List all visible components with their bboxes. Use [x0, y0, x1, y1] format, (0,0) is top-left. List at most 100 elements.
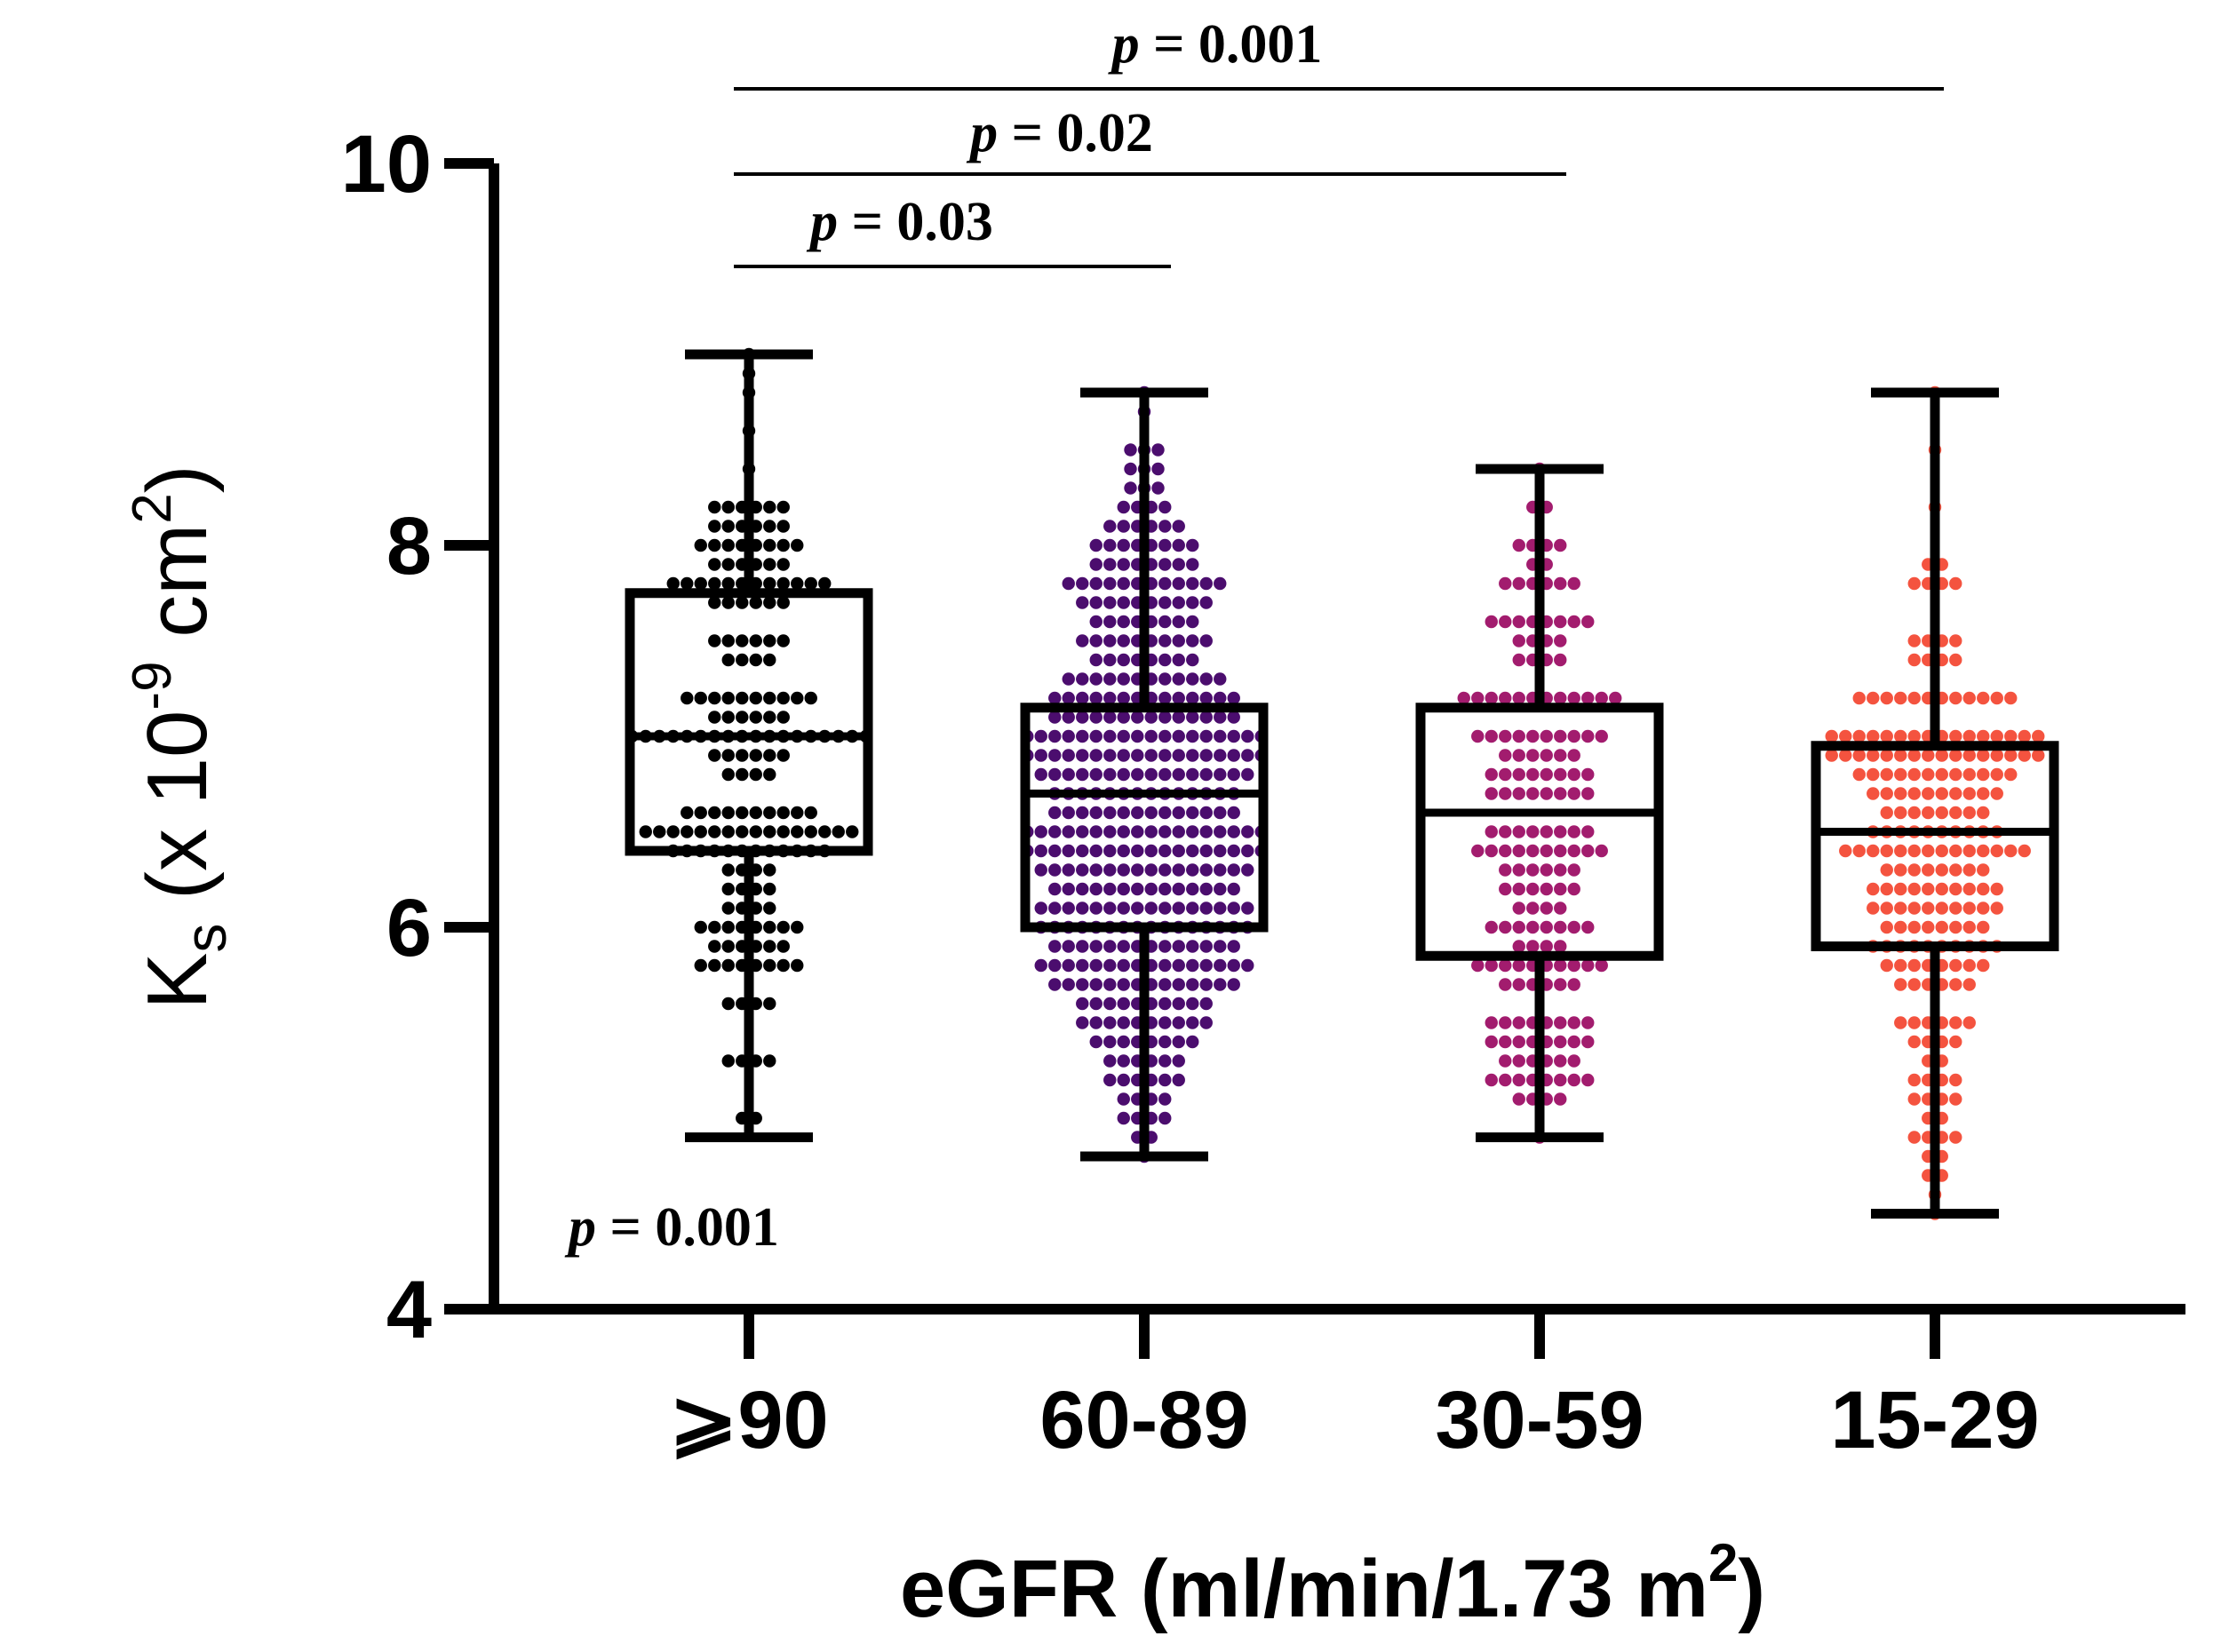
data-point	[1907, 767, 1921, 782]
data-point	[763, 882, 776, 896]
data-point	[1186, 596, 1199, 609]
data-point	[776, 520, 790, 533]
data-point	[1089, 882, 1103, 896]
data-point	[1158, 863, 1172, 877]
data-point	[1199, 901, 1213, 915]
data-point	[1227, 901, 1240, 915]
data-point	[1076, 901, 1089, 915]
data-point	[1977, 787, 1990, 800]
data-point	[1048, 767, 1062, 782]
data-point	[1241, 863, 1254, 877]
data-point	[763, 596, 776, 609]
data-point	[1567, 978, 1580, 991]
data-point	[763, 920, 776, 934]
data-point	[1199, 596, 1213, 609]
data-point	[1117, 558, 1130, 571]
data-point	[708, 576, 721, 591]
data-point	[776, 634, 790, 647]
data-point	[1949, 787, 1962, 800]
data-point	[1103, 558, 1117, 571]
x-ticks: ⩾90 60-89 30-59 15-29	[669, 1309, 2040, 1465]
data-point	[1554, 576, 1567, 591]
data-point	[1117, 596, 1130, 609]
data-point	[1512, 844, 1525, 858]
data-point	[1076, 576, 1089, 591]
data-point	[1089, 538, 1103, 552]
data-point	[791, 825, 804, 838]
data-point	[1117, 538, 1130, 552]
data-point	[791, 576, 804, 591]
data-point	[721, 997, 735, 1011]
data-point	[1076, 596, 1089, 609]
data-point	[1186, 576, 1199, 591]
data-point	[1034, 844, 1047, 858]
data-point	[1151, 462, 1165, 476]
data-point	[1186, 672, 1199, 686]
data-point	[1990, 691, 2003, 705]
data-point	[1103, 940, 1117, 953]
data-point	[1907, 749, 1921, 762]
data-point	[1172, 882, 1185, 896]
data-point	[1825, 729, 1838, 743]
data-point	[1158, 576, 1172, 591]
data-point	[1512, 901, 1525, 915]
data-point	[1103, 978, 1117, 991]
data-point	[1949, 958, 1962, 973]
data-point	[1172, 1054, 1185, 1068]
data-point	[1186, 978, 1199, 991]
data-point	[1186, 882, 1199, 896]
data-point	[1867, 882, 1880, 896]
data-point	[1214, 940, 1227, 953]
data-point	[1922, 844, 1935, 858]
data-point	[1076, 978, 1089, 991]
data-point	[1172, 749, 1185, 762]
data-point	[1172, 1035, 1185, 1049]
data-point	[1158, 538, 1172, 552]
data-point	[1227, 729, 1240, 743]
data-point	[763, 1054, 776, 1068]
data-point	[721, 767, 735, 782]
data-point	[736, 806, 749, 820]
data-point	[1214, 863, 1227, 877]
data-point	[2018, 844, 2031, 858]
comparison-label: p = 0.001	[1108, 14, 1323, 75]
data-point	[708, 558, 721, 571]
data-point	[1214, 767, 1227, 782]
data-point	[1089, 576, 1103, 591]
data-point	[1894, 920, 1907, 934]
data-point	[1186, 940, 1199, 953]
data-point	[1962, 882, 1976, 896]
data-point	[1186, 901, 1199, 915]
data-point	[681, 576, 694, 591]
data-point	[1131, 767, 1144, 782]
data-point	[1512, 863, 1525, 877]
data-point	[1949, 653, 1962, 667]
y-tick-label: 10	[341, 119, 432, 210]
data-point	[694, 958, 707, 973]
data-point	[1485, 1016, 1498, 1029]
data-point	[1894, 978, 1907, 991]
data-point	[1894, 958, 1907, 973]
data-point	[1540, 901, 1553, 915]
data-point	[721, 749, 735, 762]
data-point	[1867, 787, 1880, 800]
p-value: = 0.03	[838, 192, 993, 252]
data-point	[1907, 787, 1921, 800]
data-point	[681, 806, 694, 820]
data-point	[1880, 863, 1893, 877]
p-symbol: p	[966, 103, 998, 163]
data-point	[708, 691, 721, 705]
data-point	[1894, 729, 1907, 743]
data-point	[1894, 844, 1907, 858]
data-point	[1581, 1073, 1595, 1087]
data-point	[1172, 1016, 1185, 1029]
data-point	[1186, 538, 1199, 552]
data-point	[1103, 538, 1117, 552]
data-point	[1186, 653, 1199, 667]
data-point	[1880, 691, 1893, 705]
data-point	[1089, 596, 1103, 609]
data-point	[1089, 634, 1103, 647]
data-point	[1962, 920, 1976, 934]
data-point	[1935, 920, 1948, 934]
data-point	[1227, 711, 1240, 724]
